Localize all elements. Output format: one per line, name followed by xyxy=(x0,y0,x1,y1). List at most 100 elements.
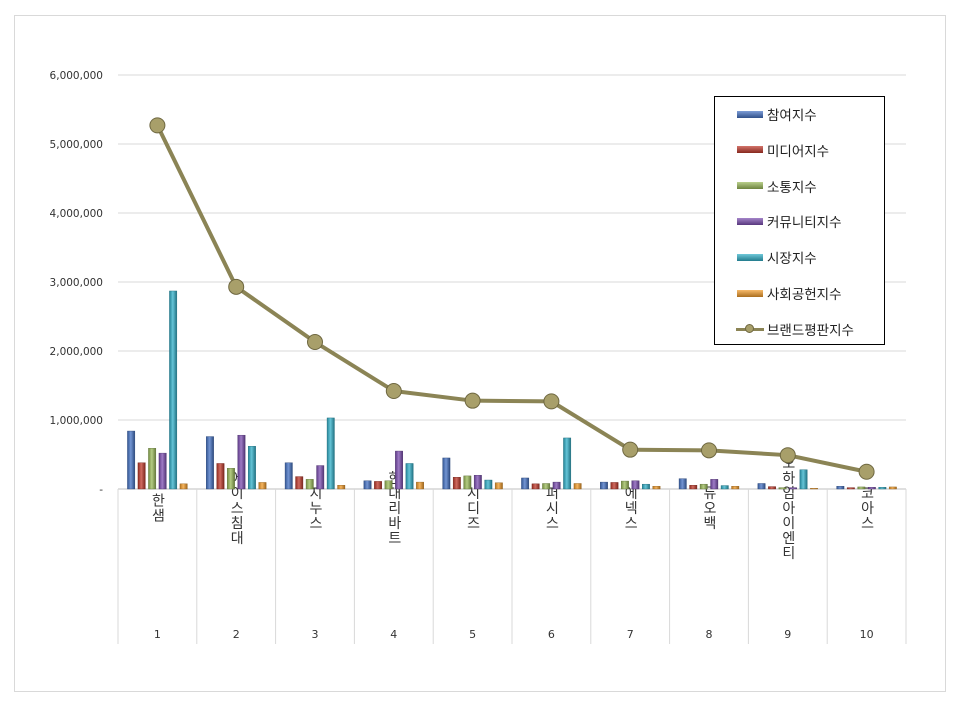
legend-item: 미디어지수 xyxy=(715,140,884,160)
legend-item: 소통지수 xyxy=(715,176,884,196)
bar xyxy=(888,486,897,490)
bar xyxy=(416,481,424,490)
y-tick-label: 5,000,000 xyxy=(50,139,103,151)
x-category-label: 현대리바트 xyxy=(386,471,402,546)
brand-reputation-line xyxy=(149,117,875,480)
x-rank-label: 10 xyxy=(860,628,874,641)
legend-label: 커뮤니티지수 xyxy=(767,215,842,232)
bar xyxy=(521,477,530,490)
bar xyxy=(326,417,335,490)
bar xyxy=(621,480,629,490)
bar xyxy=(542,483,551,490)
x-category-label: 에넥스 xyxy=(622,486,638,531)
legend-item: 브랜드평판지수 xyxy=(715,319,884,339)
x-rank-label: 2 xyxy=(233,628,240,641)
x-rank-label: 5 xyxy=(469,628,476,641)
bar xyxy=(552,481,561,490)
line-point xyxy=(858,463,875,480)
bar xyxy=(442,457,451,490)
bar xyxy=(710,479,719,490)
x-category-label: 오하임아이엔티 xyxy=(780,456,796,561)
bar xyxy=(216,463,225,490)
bar xyxy=(631,480,640,490)
x-category-label: 듀오백 xyxy=(701,486,717,531)
bar xyxy=(720,485,729,490)
x-category-label: 에이스침대 xyxy=(228,471,244,546)
line-point xyxy=(543,393,560,410)
bar xyxy=(395,450,403,490)
legend-label: 소통지수 xyxy=(767,179,817,196)
x-rank-label: 9 xyxy=(784,628,791,641)
legend-label: 브랜드평판지수 xyxy=(767,322,854,339)
bar xyxy=(573,483,582,490)
bar xyxy=(799,469,808,490)
x-rank-label: 6 xyxy=(548,628,555,641)
bar xyxy=(836,486,845,490)
y-axis-ticks: - 1,000,000 2,000,000 3,000,000 4,000,000 5,0… xyxy=(50,70,104,496)
x-rank-label: 8 xyxy=(706,628,713,641)
y-tick-label: 1,000,000 xyxy=(50,415,103,427)
legend-item: 커뮤니티지수 xyxy=(715,211,884,231)
legend-swatch xyxy=(737,217,763,225)
legend-swatch xyxy=(737,146,763,154)
bar xyxy=(610,482,619,490)
bar xyxy=(642,483,650,490)
bar xyxy=(846,487,855,490)
x-category-label: 한샘 xyxy=(149,493,165,523)
y-tick-label: 2,000,000 xyxy=(50,346,103,358)
bar xyxy=(127,430,136,490)
line-point xyxy=(464,392,481,409)
bar xyxy=(857,486,866,490)
bar xyxy=(689,485,698,490)
bar xyxy=(284,462,293,490)
legend: 참여지수 미디어지수 소통지수 커뮤니티지수 시장지수 사회공헌지수 브랜드평판지수 xyxy=(714,96,885,345)
x-category-label: 코아스 xyxy=(859,486,875,531)
series-line xyxy=(155,124,868,474)
legend-line-marker xyxy=(736,322,764,336)
bar xyxy=(248,446,256,490)
legend-label: 미디어지수 xyxy=(767,143,830,160)
y-tick-label: 3,000,000 xyxy=(50,277,103,289)
x-category-label: 시디즈 xyxy=(465,486,481,531)
y-tick-label: 4,000,000 xyxy=(50,208,103,220)
bar xyxy=(169,290,178,490)
bar xyxy=(789,487,797,490)
line-point xyxy=(622,441,639,458)
legend-item: 시장지수 xyxy=(715,247,884,267)
bar xyxy=(878,487,887,490)
x-rank-label: 7 xyxy=(627,628,634,641)
bar xyxy=(778,487,787,490)
bar xyxy=(768,486,776,490)
bar xyxy=(206,436,214,490)
x-axis: 한샘 1 에이스침대 2 지누스 3 현대리바트 4 시디즈 5 퍼시스 6 에넥스 7 듀오백 8 오하임아이… xyxy=(117,456,907,644)
bar xyxy=(295,476,304,490)
line-point xyxy=(228,278,245,295)
bar xyxy=(563,437,572,490)
bar xyxy=(731,486,740,490)
bar xyxy=(374,481,382,490)
bar xyxy=(148,448,157,490)
bar xyxy=(237,434,246,490)
line-point xyxy=(149,117,166,134)
bar xyxy=(867,487,876,490)
bars xyxy=(127,290,897,490)
legend-item: 사회공헌지수 xyxy=(715,283,884,303)
bar xyxy=(757,483,766,490)
legend-swatch xyxy=(737,110,763,118)
bar xyxy=(363,480,372,490)
line-point xyxy=(779,447,796,464)
bar xyxy=(810,488,818,490)
bar xyxy=(678,478,687,490)
x-category-label: 지누스 xyxy=(307,486,323,531)
x-category-label: 퍼시스 xyxy=(543,486,559,531)
bar xyxy=(531,483,540,490)
bar xyxy=(316,465,325,490)
bar xyxy=(484,479,493,490)
bar xyxy=(600,481,608,490)
bar xyxy=(227,468,235,490)
bar xyxy=(384,480,393,490)
bar xyxy=(137,462,146,490)
bar xyxy=(337,485,346,490)
x-rank-label: 3 xyxy=(312,628,319,641)
